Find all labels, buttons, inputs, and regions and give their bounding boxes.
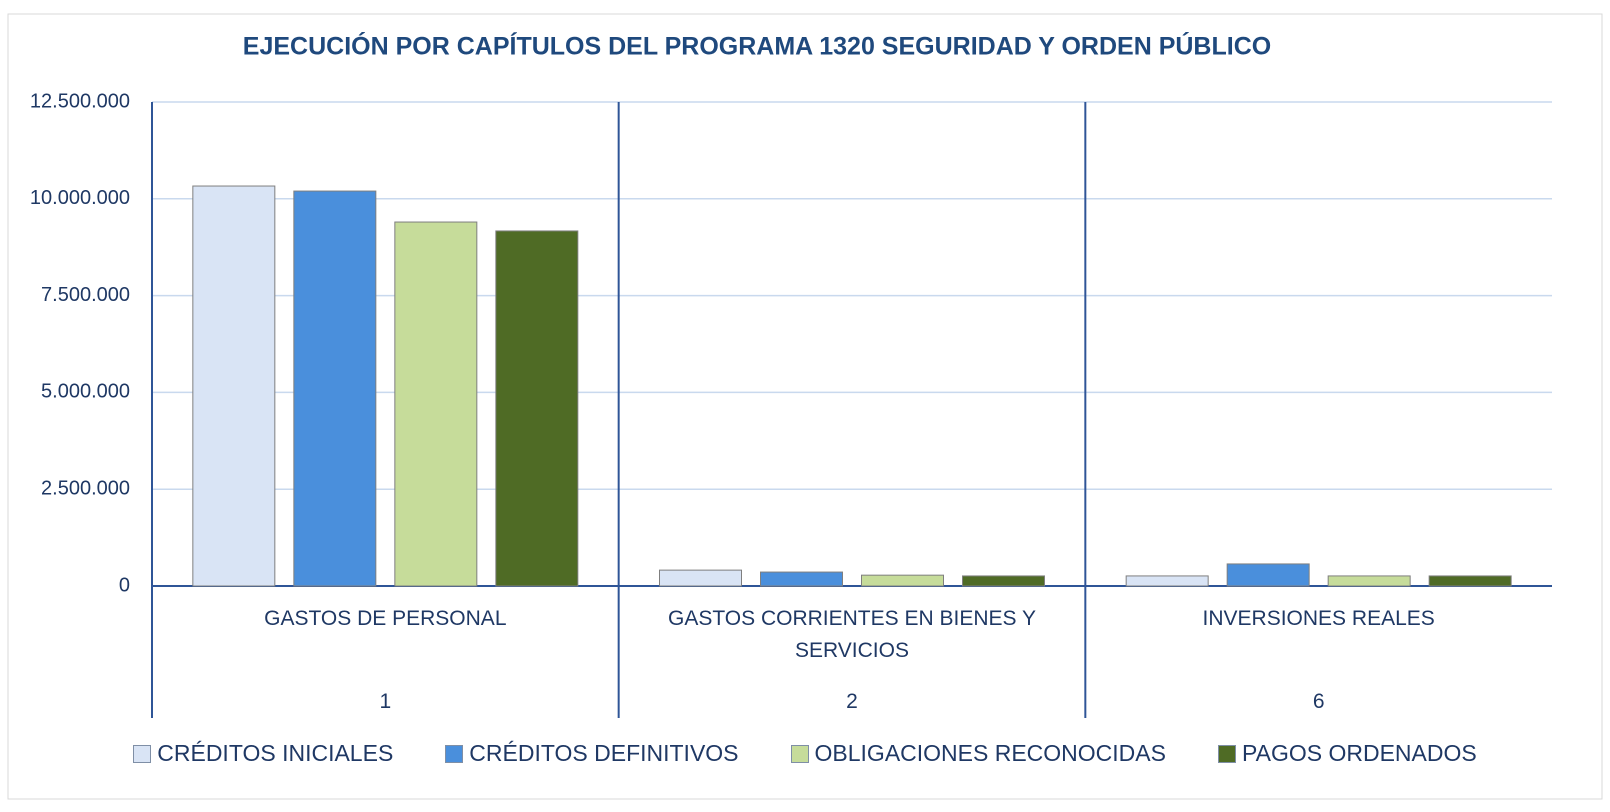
x-tick-label: INVERSIONES REALES [1202,607,1435,630]
bar [861,574,944,587]
bar [495,230,579,587]
legend-label: CRÉDITOS DEFINITIVOS [469,740,739,766]
legend-swatch [133,744,152,763]
legend-item: CRÉDITOS DEFINITIVOS [445,740,739,767]
bar [1125,575,1209,587]
legend-swatch [445,744,464,763]
y-tick-label: 7.500.000 [41,284,130,306]
legend-swatch [790,744,809,763]
y-tick-label: 2.500.000 [41,477,130,499]
x-group-code: 2 [846,690,858,713]
x-group-code: 1 [379,690,392,713]
chart-border [7,13,1603,800]
chart-title: EJECUCIÓN POR CAPÍTULOS DEL PROGRAMA 132… [243,31,1271,61]
bar [1226,563,1310,587]
bar [293,190,377,587]
legend-item: CRÉDITOS INICIALES [133,740,393,767]
y-tick-label: 5.000.000 [41,381,130,403]
x-tick-label: GASTOS CORRIENTES EN BIENES Y SERVICIOS [668,607,1036,662]
bar [394,221,478,587]
bar [192,185,276,587]
y-tick-label: 0 [119,574,130,596]
x-group-code: 6 [1312,690,1325,713]
bar [659,569,742,587]
legend-label: CRÉDITOS INICIALES [157,740,394,766]
bar [1428,575,1512,587]
x-tick-label: GASTOS DE PERSONAL [264,607,507,630]
y-tick-label: 12.500.000 [30,90,130,112]
legend-label: PAGOS ORDENADOS [1241,740,1477,766]
legend-item: PAGOS ORDENADOS [1217,740,1477,767]
bar [760,571,843,587]
legend-item: OBLIGACIONES RECONOCIDAS [790,740,1166,767]
legend-swatch [1217,744,1236,763]
bar [1327,575,1411,587]
y-tick-label: 10.000.000 [30,187,130,209]
bar [962,575,1045,587]
legend: CRÉDITOS INICIALES CRÉDITOS DEFINITIVOS OB… [0,740,1610,767]
legend-label: OBLIGACIONES RECONOCIDAS [814,740,1166,766]
